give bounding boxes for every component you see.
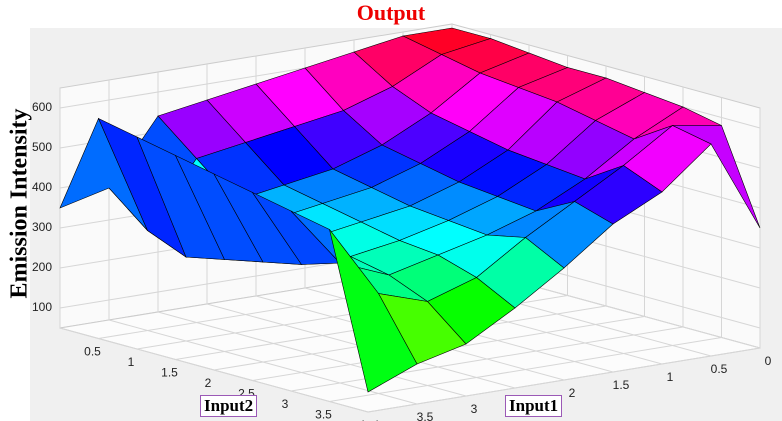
y-tick-label: 3.5 (315, 408, 332, 421)
y-tick-label: 2 (205, 376, 212, 390)
grid-line (367, 347, 761, 413)
x-tick-label: 0 (765, 354, 772, 368)
z-tick-label: 400 (32, 180, 52, 194)
x-tick-label: 4 (373, 418, 380, 421)
x-tick-label: 3 (471, 402, 478, 416)
x-tick-label: 1.5 (613, 378, 630, 392)
z-tick-label: 600 (32, 100, 52, 114)
y-tick-label: 1.5 (161, 366, 178, 380)
z-tick-label: 300 (32, 220, 52, 234)
chart-title: Output (356, 0, 426, 25)
grid-line (329, 337, 722, 402)
x-tick-label: 3.5 (417, 410, 434, 421)
y-tick-label: 0.5 (84, 345, 101, 359)
y-tick-label: 4 (359, 418, 366, 421)
z-tick-label: 100 (32, 300, 52, 314)
z-axis-label: Emission Intensity (6, 108, 33, 299)
z-tick-label: 200 (32, 260, 52, 274)
z-tick-label: 500 (32, 140, 52, 154)
x-tick-label: 1 (667, 370, 674, 384)
y-axis-label: Input2 (200, 395, 258, 417)
grid-line (290, 326, 684, 392)
surface-patch (329, 229, 418, 393)
x-tick-label: 2 (569, 386, 576, 400)
x-tick-label: 0.5 (711, 362, 728, 376)
y-tick-label: 3 (282, 397, 289, 411)
y-tick-label: 1 (128, 355, 135, 369)
x-axis-label: Input1 (505, 395, 563, 417)
